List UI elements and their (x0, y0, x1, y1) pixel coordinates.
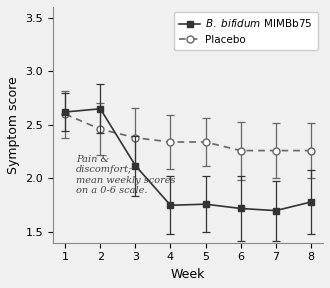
Legend: $\it{B.\ bifidum}$ MIMBb75, Placebo: $\it{B.\ bifidum}$ MIMBb75, Placebo (174, 12, 318, 50)
Text: Pain &
discomfort;
mean weekly scores
on a 0-6 scale.: Pain & discomfort; mean weekly scores on… (76, 155, 175, 195)
X-axis label: Week: Week (171, 268, 205, 281)
Y-axis label: Symptom score: Symptom score (7, 76, 20, 174)
